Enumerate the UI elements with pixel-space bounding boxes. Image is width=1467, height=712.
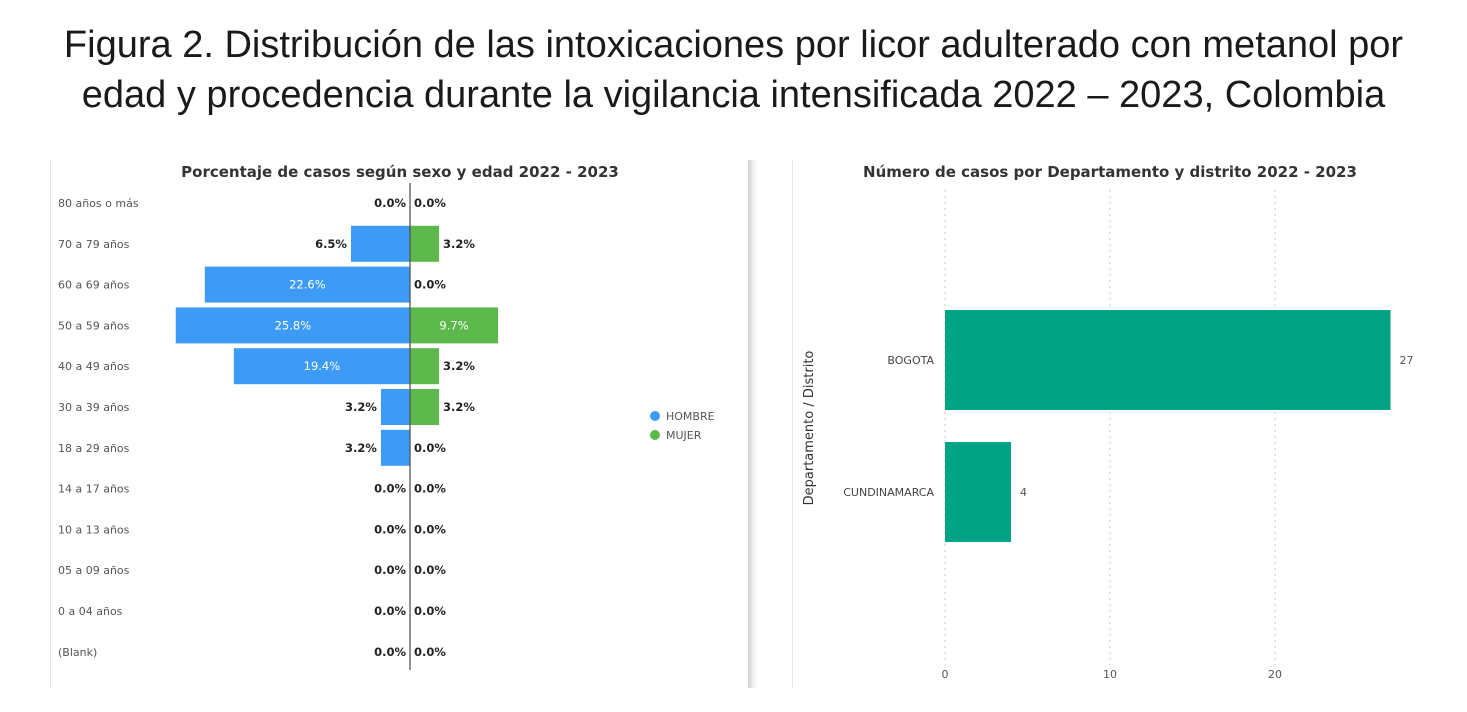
legend-item: HOMBRE — [650, 410, 715, 423]
bar-label-hombre: 25.8% — [275, 318, 312, 332]
bar-label-hombre: 0.0% — [374, 522, 406, 536]
age-group-row: 14 a 17 años 0.0% 0.0% — [58, 482, 446, 496]
bar-mujer — [410, 225, 440, 262]
department-value-label: 27 — [1400, 354, 1414, 367]
department-chart-title: Número de casos por Departamento y distr… — [863, 163, 1357, 181]
age-category-label: 70 a 79 años — [58, 238, 130, 251]
department-chart: Número de casos por Departamento y distr… — [802, 163, 1414, 681]
x-tick-label: 0 — [942, 668, 949, 681]
legend-item: MUJER — [650, 429, 702, 442]
bar-hombre — [233, 348, 410, 385]
age-category-label: 10 a 13 años — [58, 523, 130, 536]
bar-mujer — [410, 389, 440, 425]
bar-label-hombre: 0.0% — [374, 604, 406, 618]
department-bar — [945, 310, 1391, 410]
bar-label-hombre: 3.2% — [345, 400, 377, 414]
age-sex-chart-panel: Porcentaje de casos según sexo y edad 20… — [50, 150, 740, 690]
bar-label-mujer: 0.0% — [414, 604, 446, 618]
age-group-row: 30 a 39 años 3.2% 3.2% — [58, 389, 475, 425]
bar-label-mujer: 0.0% — [414, 196, 446, 210]
figure-title-line-1: Figura 2. Distribución de las intoxicaci… — [63, 24, 1404, 66]
age-group-row: 18 a 29 años 3.2% 0.0% — [58, 429, 446, 466]
figure-title: Figura 2. Distribución de las intoxicaci… — [0, 20, 1467, 120]
department-bar-group: BOGOTA 27 — [887, 310, 1414, 410]
bar-label-hombre: 0.0% — [374, 196, 406, 210]
department-value-label: 4 — [1020, 486, 1027, 499]
bar-label-mujer: 0.0% — [414, 278, 446, 292]
age-sex-chart: Porcentaje de casos según sexo y edad 20… — [58, 163, 715, 670]
age-group-row: 80 años o más 0.0% 0.0% — [58, 196, 446, 210]
bar-hombre — [175, 307, 410, 344]
age-category-label: 05 a 09 años — [58, 564, 130, 577]
legend-label: MUJER — [666, 429, 702, 442]
bar-label-hombre: 19.4% — [304, 359, 341, 373]
figure-title-line-2: edad y procedencia durante la vigilancia… — [81, 74, 1386, 116]
legend-marker — [650, 430, 660, 440]
legend-marker — [650, 411, 660, 421]
age-group-row: 05 a 09 años 0.0% 0.0% — [58, 563, 446, 577]
x-tick-label: 20 — [1268, 668, 1282, 681]
bar-label-hombre: 3.2% — [345, 441, 377, 455]
age-category-label: 18 a 29 años — [58, 442, 130, 455]
bar-mujer — [410, 348, 440, 385]
age-category-label: 80 años o más — [58, 197, 139, 210]
age-group-row: 60 a 69 años 22.6% 0.0% — [58, 266, 446, 303]
left-panel-border — [50, 160, 51, 688]
bar-label-mujer: 9.7% — [439, 318, 468, 332]
bar-label-hombre: 6.5% — [315, 237, 347, 251]
bar-hombre — [204, 266, 410, 303]
bar-label-hombre: 0.0% — [374, 563, 406, 577]
age-group-row: 0 a 04 años 0.0% 0.0% — [58, 604, 446, 618]
department-bar — [945, 442, 1011, 542]
bar-label-mujer: 0.0% — [414, 563, 446, 577]
bar-mujer — [410, 307, 499, 344]
department-category-label: BOGOTA — [887, 354, 934, 367]
department-category-label: CUNDINAMARCA — [843, 486, 934, 499]
department-bar-group: CUNDINAMARCA 4 — [843, 442, 1027, 542]
department-chart-panel: Número de casos por Departamento y distr… — [790, 150, 1450, 690]
bar-label-mujer: 0.0% — [414, 441, 446, 455]
panel-divider — [748, 160, 758, 688]
age-category-label: (Blank) — [58, 646, 97, 659]
right-panel-border — [792, 160, 793, 688]
age-category-label: 50 a 59 años — [58, 319, 130, 332]
age-group-row: 10 a 13 años 0.0% 0.0% — [58, 522, 446, 536]
age-category-label: 60 a 69 años — [58, 279, 130, 292]
bar-label-mujer: 3.2% — [443, 400, 475, 414]
bar-label-mujer: 0.0% — [414, 482, 446, 496]
legend-label: HOMBRE — [666, 410, 715, 423]
age-group-row: (Blank) 0.0% 0.0% — [58, 645, 446, 659]
age-category-label: 40 a 49 años — [58, 360, 130, 373]
bar-label-mujer: 3.2% — [443, 237, 475, 251]
bar-label-mujer: 3.2% — [443, 359, 475, 373]
bar-hombre — [380, 429, 410, 466]
age-category-label: 30 a 39 años — [58, 401, 130, 414]
bar-hombre — [380, 389, 410, 425]
bar-label-mujer: 0.0% — [414, 522, 446, 536]
x-tick-label: 10 — [1103, 668, 1117, 681]
age-category-label: 0 a 04 años — [58, 605, 123, 618]
bar-label-hombre: 22.6% — [289, 278, 326, 292]
bar-hombre — [350, 225, 410, 262]
bar-label-hombre: 0.0% — [374, 645, 406, 659]
age-group-row: 70 a 79 años 6.5% 3.2% — [58, 225, 475, 262]
age-sex-legend: HOMBRE MUJER — [650, 410, 715, 442]
age-sex-chart-title: Porcentaje de casos según sexo y edad 20… — [181, 163, 619, 181]
age-group-row: 50 a 59 años 25.8% 9.7% — [58, 307, 499, 344]
age-group-row: 40 a 49 años 19.4% 3.2% — [58, 348, 475, 385]
bar-label-hombre: 0.0% — [374, 482, 406, 496]
age-category-label: 14 a 17 años — [58, 483, 130, 496]
bar-label-mujer: 0.0% — [414, 645, 446, 659]
department-y-axis-label: Departamento / Distrito — [802, 351, 817, 506]
